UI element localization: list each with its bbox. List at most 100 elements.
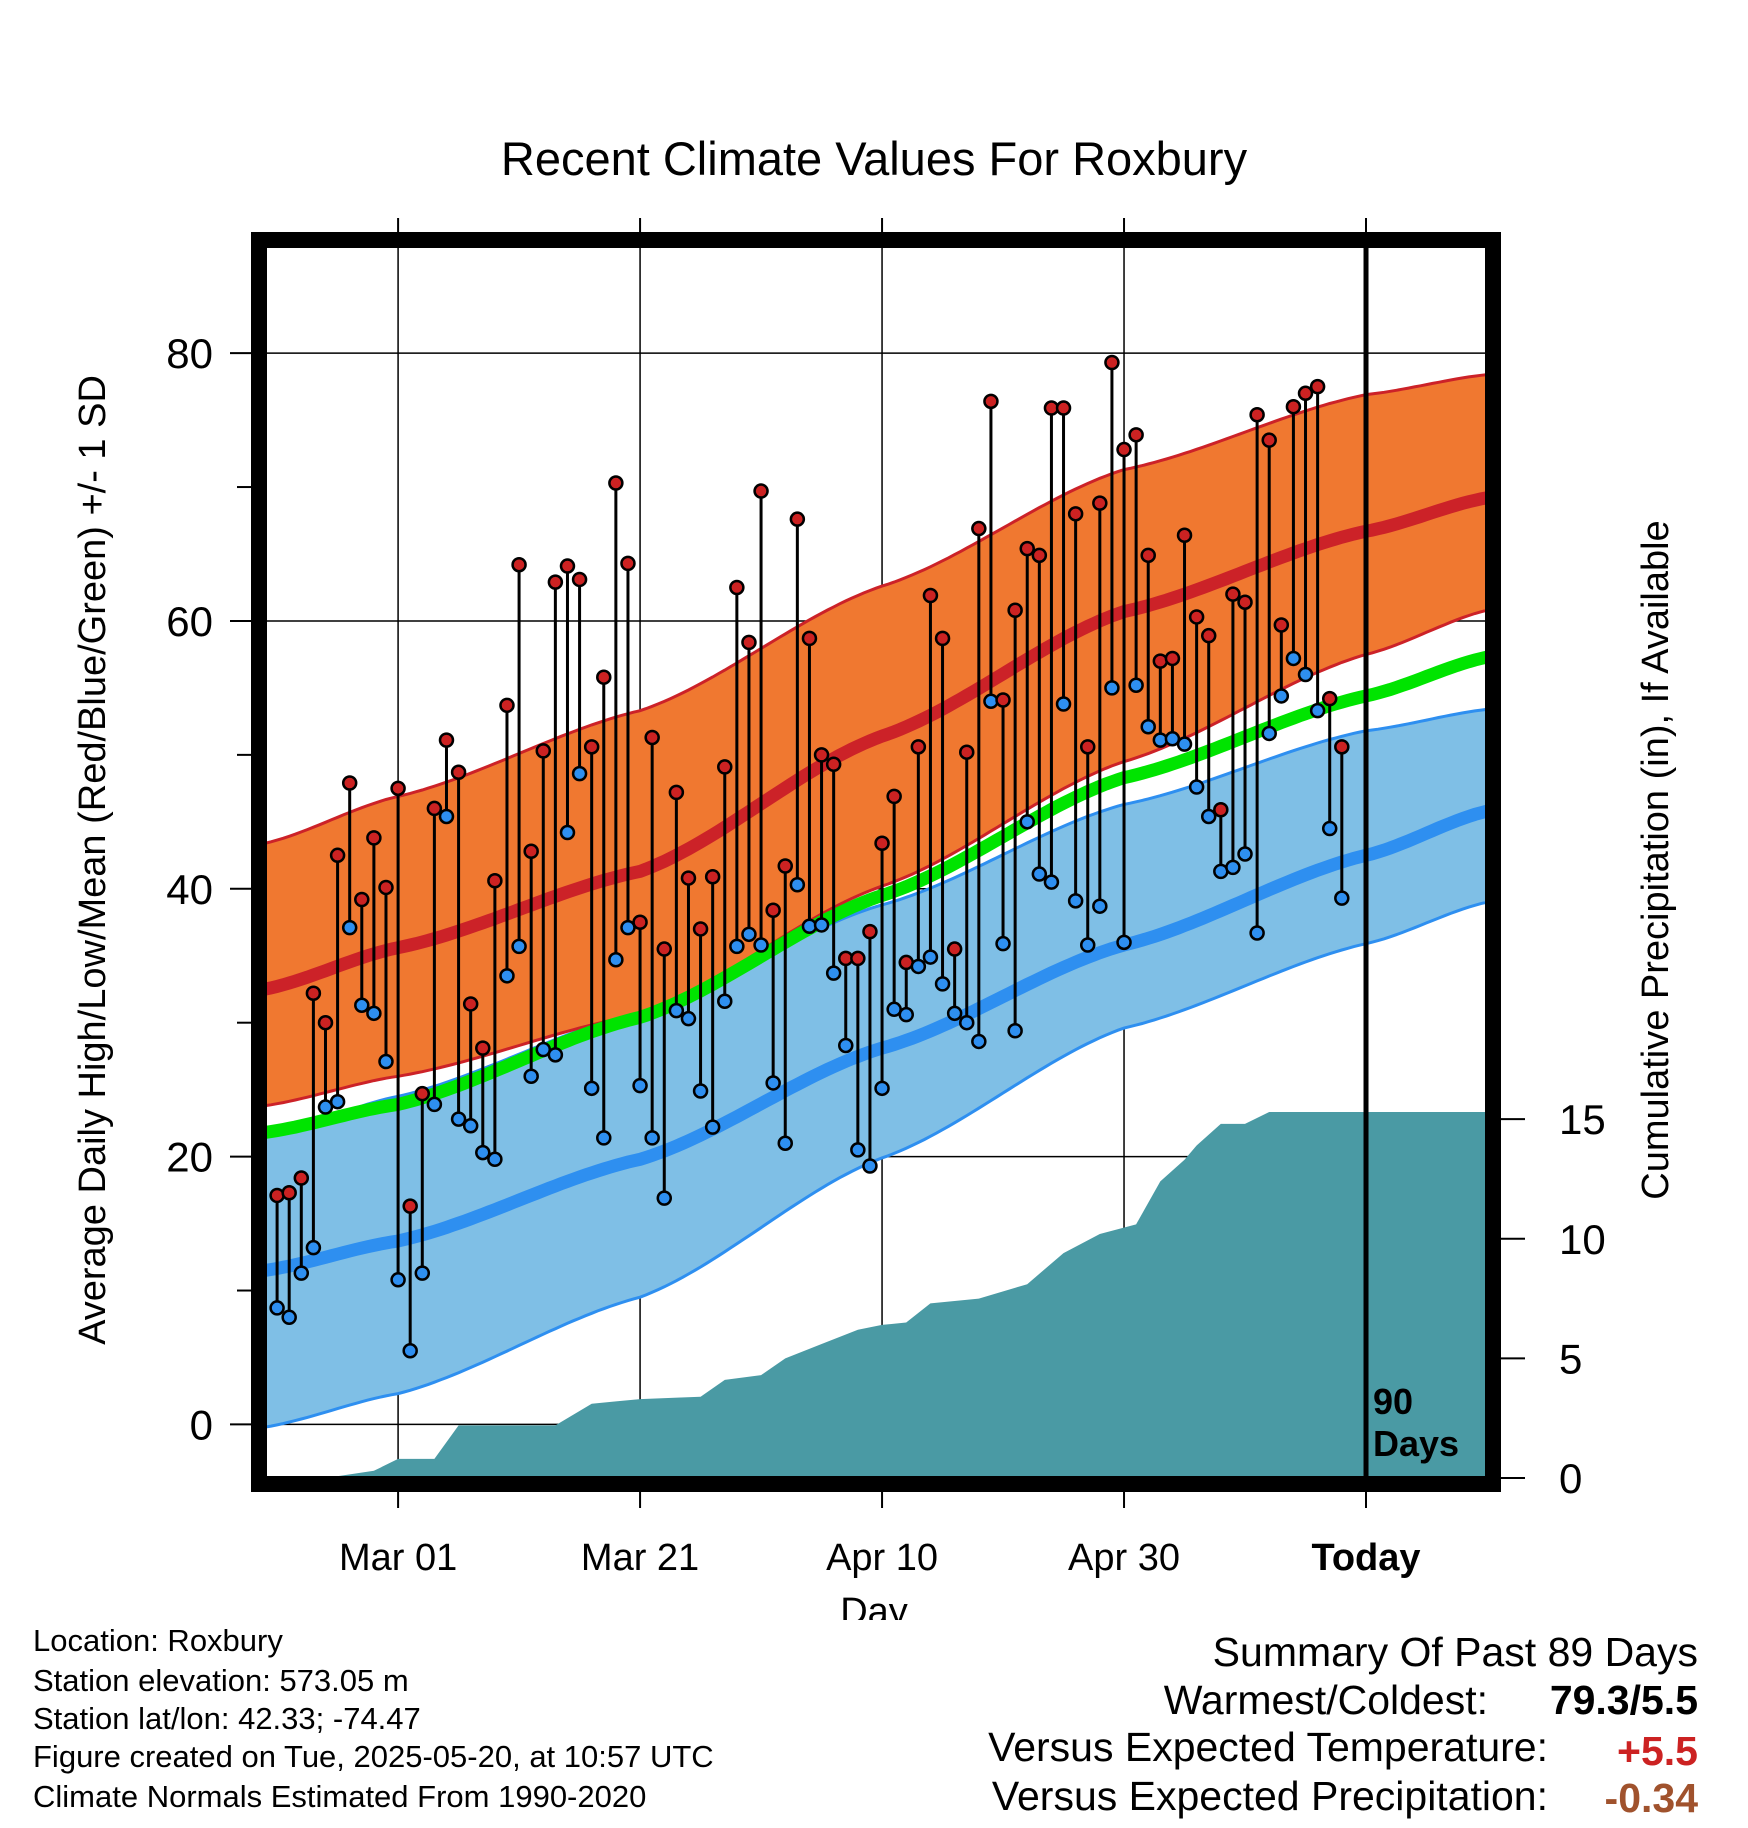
low-point-18: [487, 1151, 503, 1168]
low-point-37: [717, 993, 733, 1010]
low-point-32: [656, 1190, 673, 1206]
low-point-23: [547, 1047, 564, 1063]
low-point-71: [1128, 677, 1144, 693]
high-point-55: [934, 630, 951, 647]
climate-chart: Recent Climate Values For Roxbury 90Days…: [72, 132, 1677, 1620]
high-point-85: [1297, 385, 1314, 402]
high-point-80: [1237, 594, 1253, 610]
low-point-63: [1031, 866, 1048, 882]
low-point-82: [1261, 725, 1277, 742]
high-point-70: [1116, 441, 1132, 458]
low-point-43: [789, 877, 806, 893]
high-point-6: [341, 775, 358, 791]
low-point-57: [958, 1014, 975, 1031]
low-point-42: [777, 1135, 794, 1151]
high-point-10: [390, 780, 406, 797]
today-days-label: Days: [1373, 1423, 1459, 1464]
high-point-68: [1092, 495, 1108, 511]
low-point-87: [1321, 820, 1338, 837]
high-point-87: [1321, 690, 1338, 707]
summary-title: Summary Of Past 89 Days: [1212, 1629, 1698, 1675]
low-point-11: [402, 1343, 418, 1359]
high-point-35: [692, 921, 709, 937]
low-point-16: [462, 1118, 479, 1134]
low-point-7: [354, 997, 370, 1014]
low-point-36: [704, 1119, 721, 1135]
high-point-37: [717, 759, 733, 775]
high-point-4: [317, 1014, 334, 1031]
high-point-17: [475, 1040, 491, 1056]
low-point-50: [874, 1080, 890, 1097]
low-point-6: [341, 919, 358, 936]
y-axis-label: Average Daily High/Low/Mean (Red/Blue/Gr…: [72, 375, 114, 1345]
created-text: Figure created on Tue, 2025-05-20, at 10…: [33, 1739, 714, 1774]
high-point-74: [1164, 650, 1181, 667]
high-point-57: [958, 744, 975, 760]
low-point-53: [910, 958, 927, 975]
high-point-14: [438, 732, 455, 748]
high-point-86: [1309, 378, 1326, 395]
high-point-41: [765, 902, 781, 918]
y-tick-label-4: 80: [166, 330, 213, 377]
low-point-34: [680, 1010, 697, 1027]
low-point-45: [813, 917, 830, 933]
high-point-54: [922, 587, 939, 604]
low-point-41: [765, 1075, 781, 1091]
low-point-47: [838, 1037, 854, 1054]
high-point-44: [801, 630, 818, 647]
low-point-62: [1019, 814, 1035, 830]
temp-anomaly-label: Versus Expected Temperature:: [988, 1724, 1548, 1770]
high-point-43: [789, 511, 806, 527]
low-point-79: [1225, 859, 1241, 876]
low-point-58: [971, 1033, 987, 1050]
high-point-49: [862, 923, 878, 940]
high-point-2: [293, 1170, 310, 1186]
high-point-82: [1261, 432, 1277, 448]
high-point-71: [1128, 427, 1144, 443]
low-point-26: [583, 1080, 600, 1097]
low-point-76: [1188, 779, 1205, 795]
x-tick-label-2: Apr 10: [826, 1537, 938, 1579]
low-point-77: [1200, 808, 1217, 825]
high-point-58: [971, 520, 987, 537]
low-point-24: [559, 824, 576, 841]
high-point-67: [1079, 739, 1096, 755]
low-point-72: [1140, 718, 1156, 735]
high-point-22: [535, 743, 552, 759]
low-point-56: [946, 1005, 963, 1022]
high-point-78: [1213, 802, 1229, 818]
high-point-9: [378, 879, 394, 896]
low-point-40: [753, 937, 769, 953]
precip-area: [265, 1112, 1487, 1478]
low-point-28: [608, 952, 624, 968]
high-normal-line: [265, 491, 1487, 996]
low-point-81: [1249, 925, 1265, 941]
warmest-coldest-value: 79.3/5.5: [1549, 1677, 1698, 1723]
low-point-86: [1309, 702, 1326, 719]
high-point-11: [402, 1198, 418, 1214]
low-point-5: [329, 1093, 346, 1110]
low-point-39: [741, 926, 757, 943]
low-point-88: [1334, 890, 1350, 906]
elevation-text: Station elevation: 573.05 m: [33, 1663, 409, 1698]
low-point-68: [1092, 898, 1108, 914]
low-point-17: [475, 1144, 491, 1161]
high-point-50: [874, 835, 890, 852]
high-point-25: [571, 571, 588, 588]
y2-tick-label-0: 0: [1559, 1455, 1582, 1502]
low-point-70: [1116, 934, 1132, 951]
y-tick-label-1: 20: [166, 1134, 213, 1181]
high-point-15: [450, 764, 467, 781]
low-point-67: [1079, 937, 1096, 953]
high-point-23: [547, 574, 564, 590]
low-point-19: [499, 968, 515, 984]
low-point-27: [596, 1130, 612, 1146]
axes: 0 20 40 60 80 0 5 10 15 Mar 01 Mar 21 Apr 10 Apr 30 T…: [166, 218, 1606, 1579]
x-tick-label-1: Mar 21: [581, 1537, 699, 1579]
low-point-84: [1285, 650, 1302, 667]
low-point-35: [692, 1083, 709, 1099]
high-point-39: [741, 634, 757, 651]
y2-tick-label-1: 5: [1559, 1335, 1582, 1382]
high-point-8: [366, 830, 382, 846]
